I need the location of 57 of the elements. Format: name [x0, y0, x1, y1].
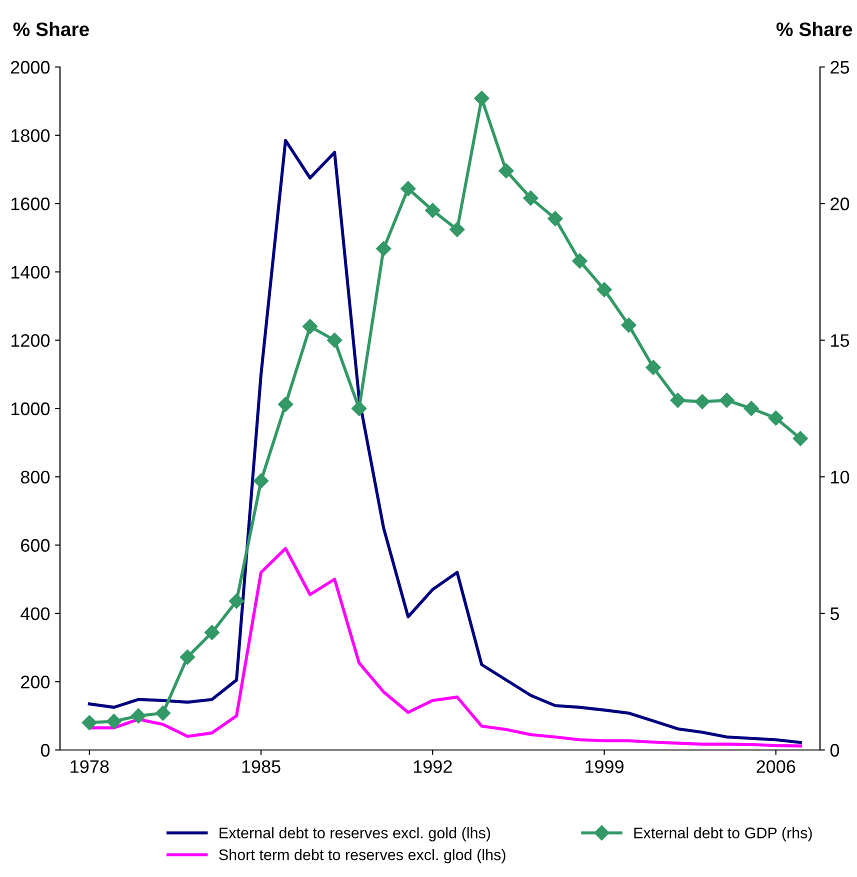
point: [400, 181, 416, 196]
point: [130, 708, 146, 724]
point: [376, 241, 392, 256]
point: [523, 190, 538, 206]
x-tick-label: 1978: [70, 760, 109, 773]
point: [180, 650, 196, 665]
point: [302, 318, 318, 334]
legend-label: External debt to reserves excl. gold (lhs): [220, 827, 490, 842]
point: [155, 706, 171, 721]
point: [621, 318, 636, 333]
point: [719, 392, 734, 408]
y-tick-label: 1200: [11, 334, 50, 347]
y-tick-label: 600: [21, 539, 50, 552]
point: [228, 594, 244, 609]
point: [596, 282, 612, 298]
legend-label: External debt to GDP (rhs): [634, 827, 812, 842]
y2-tick-label: 20: [830, 198, 850, 210]
point: [425, 202, 440, 218]
y2-tick-label: 0: [830, 744, 840, 757]
x-tick-label: 1985: [242, 760, 280, 773]
y-tick-label: 1600: [11, 198, 50, 210]
y2-tick-label: 25: [830, 60, 850, 74]
y2-tick-label: 5: [830, 608, 840, 620]
y-tick-label: 200: [21, 676, 50, 688]
y2-axis-title: % Share: [776, 22, 852, 36]
point: [646, 360, 661, 376]
point: [498, 163, 514, 178]
x-tick-label: 1992: [414, 760, 452, 773]
point: [204, 624, 220, 640]
point: [548, 211, 563, 226]
point: [474, 90, 490, 106]
point: [694, 394, 710, 410]
point: [572, 253, 588, 269]
y-tick-label: 2000: [11, 60, 50, 74]
y-tick-label: 1800: [11, 129, 50, 142]
point: [768, 410, 784, 426]
point: [106, 714, 122, 729]
y2-tick-label: 10: [831, 470, 850, 484]
point: [352, 400, 367, 416]
y-tick-label: 1000: [11, 402, 50, 416]
point: [744, 400, 759, 416]
point: [253, 473, 269, 488]
y-axis-title: % Share: [13, 22, 89, 36]
point: [82, 715, 97, 730]
y-tick-label: 0: [40, 744, 50, 757]
legend-label: Short term debt to reserves excl. glod (lhs): [219, 849, 506, 864]
x-tick-label: 2006: [756, 760, 796, 773]
point: [327, 332, 342, 348]
y2-tick-label: 15: [831, 334, 850, 347]
x-tick-label: 1999: [586, 760, 624, 773]
point: [792, 430, 808, 446]
point: [450, 222, 465, 238]
y-tick-label: 800: [20, 470, 50, 484]
y-tick-label: 1400: [11, 266, 50, 279]
point: [670, 392, 686, 408]
point: [278, 396, 294, 412]
y-tick-label: 400: [20, 607, 50, 620]
